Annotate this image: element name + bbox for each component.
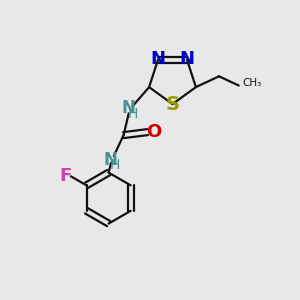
Text: H: H <box>110 158 120 172</box>
Text: N: N <box>103 151 117 169</box>
Text: O: O <box>147 123 162 141</box>
Text: N: N <box>179 50 194 68</box>
Text: S: S <box>166 95 179 115</box>
Text: H: H <box>128 106 138 121</box>
Text: F: F <box>59 167 72 185</box>
Text: N: N <box>121 99 135 117</box>
Text: CH₃: CH₃ <box>242 78 262 88</box>
Text: N: N <box>151 50 166 68</box>
